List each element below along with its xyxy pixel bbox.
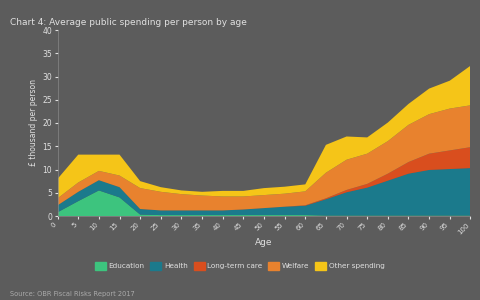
Legend: Education, Health, Long-term care, Welfare, Other spending: Education, Health, Long-term care, Welfa… <box>92 259 388 272</box>
Text: Chart 4: Average public spending per person by age: Chart 4: Average public spending per per… <box>10 18 246 27</box>
Y-axis label: £ thousand per person: £ thousand per person <box>29 80 38 166</box>
X-axis label: Age: Age <box>255 238 273 247</box>
Text: Source: OBR Fiscal Risks Report 2017: Source: OBR Fiscal Risks Report 2017 <box>10 291 134 297</box>
